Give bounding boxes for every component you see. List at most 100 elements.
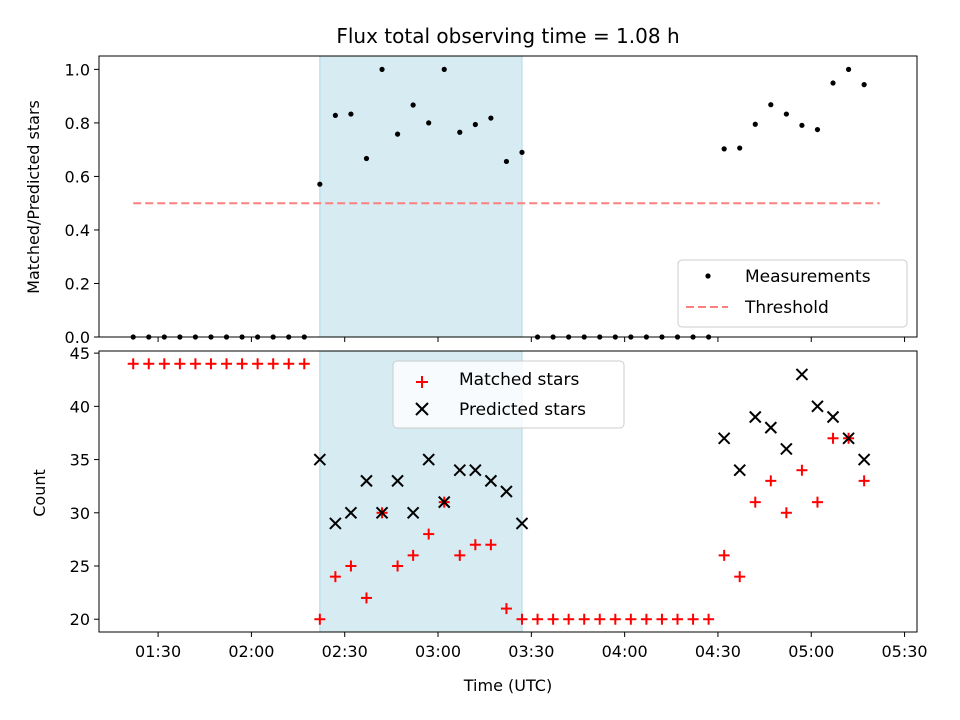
top-y-tick-label: 0.2 [65, 274, 90, 293]
bottom-axes-frame [98, 350, 918, 633]
matched-star-point [594, 613, 606, 625]
matched-star-point [532, 613, 544, 625]
x-tick-label: 05:00 [788, 642, 834, 661]
matched-star-point [252, 358, 264, 370]
predicted-star-point [717, 432, 731, 445]
top-y-ticks: 0.0 0.2 0.4 0.6 0.8 1.0 [65, 60, 99, 347]
measurement-point [332, 112, 338, 119]
matched-star-point [360, 592, 372, 604]
measurement-point [814, 126, 821, 133]
measurement-point [503, 158, 510, 165]
measurement-point [783, 111, 789, 117]
bottom-y-tick-label: 40 [70, 397, 90, 416]
top-legend-box [677, 259, 908, 328]
top-legend: Measurements Threshold [677, 259, 908, 328]
matched-star-point [656, 613, 668, 625]
predicted-star-point [749, 410, 762, 424]
matched-star-point [811, 496, 823, 508]
predicted-star-point [453, 464, 466, 477]
matched-star-point [189, 358, 201, 370]
predicted-star-point [422, 453, 435, 466]
top-axes-frame [98, 55, 918, 338]
x-tick-label: 04:00 [602, 642, 648, 661]
measurement-point [472, 121, 478, 128]
matched-star-point [547, 613, 559, 625]
matched-star-point [765, 475, 777, 487]
matched-star-point [298, 358, 310, 370]
matched-star-point [780, 507, 792, 519]
x-tick-label: 02:30 [322, 642, 368, 661]
top-y-tick-label: 0.6 [65, 167, 90, 186]
matched-star-point [640, 613, 652, 625]
predicted-star-point [780, 442, 793, 456]
matched-star-point [609, 613, 621, 625]
measurement-point [410, 102, 416, 108]
matched-star-point [749, 496, 761, 508]
matched-star-point [578, 613, 590, 625]
legend-measurements-label: Measurements [745, 267, 871, 287]
x-tick-label: 01:30 [135, 642, 181, 661]
bottom-y-tick-label: 30 [70, 504, 90, 523]
measurement-point [363, 155, 370, 162]
matched-star-point [858, 475, 870, 487]
predicted-star-point [469, 464, 482, 477]
top-y-tick-label: 0.4 [65, 221, 90, 240]
measurement-point [488, 115, 494, 121]
matched-star-point [469, 539, 481, 551]
predicted-star-point [811, 400, 824, 413]
bottom-legend-box [392, 360, 625, 429]
predicted-star-point [764, 421, 778, 434]
top-shaded-span [319, 55, 523, 338]
bottom-panel: 20 25 30 35 40 45 01:30 02:00 02:30 03:00 03:30 04… [30, 344, 928, 695]
matched-star-point [407, 549, 419, 561]
matched-star-point [500, 603, 512, 615]
matched-star-point [283, 358, 295, 370]
matched-star-point [796, 464, 808, 476]
measurement-point [861, 82, 867, 88]
top-y-axis-label: Matched/Predicted stars [24, 100, 43, 294]
matched-star-point [485, 539, 497, 551]
matched-star-point [236, 358, 248, 370]
measurement-point [394, 131, 401, 137]
x-tick-label: 03:30 [508, 642, 554, 661]
matched-star-point [314, 613, 326, 625]
matched-star-point [329, 571, 341, 583]
bottom-y-ticks: 20 25 30 35 40 45 [70, 344, 99, 629]
bottom-y-tick-label: 25 [70, 557, 90, 576]
matched-star-point [127, 358, 139, 370]
measurement-point [317, 181, 323, 187]
predicted-star-point [313, 453, 327, 466]
matched-star-point [158, 358, 170, 370]
measurement-point [426, 120, 432, 126]
legend-matched-marker [416, 376, 428, 388]
measurement-point [830, 80, 836, 86]
top-y-tick-label: 1.0 [65, 60, 90, 79]
measurement-point [441, 66, 447, 72]
predicted-star-point [857, 453, 871, 466]
measurement-point [799, 122, 805, 128]
bottom-x-ticks: 01:30 02:00 02:30 03:00 03:30 04:00 04:30 05:00… [135, 632, 928, 661]
matched-star-point [516, 613, 528, 625]
matched-star-point [687, 613, 699, 625]
top-panel: 0.0 0.2 0.4 0.6 0.8 1.0 Flux total observing … [24, 24, 918, 347]
top-y-tick-label: 0.8 [65, 114, 90, 133]
predicted-star-point [842, 432, 855, 445]
matched-star-point [454, 549, 466, 561]
x-tick-label: 03:00 [415, 642, 461, 661]
predicted-star-point [733, 464, 746, 477]
measurement-point [519, 149, 525, 155]
predicted-star-point [484, 474, 498, 488]
legend-matched-label: Matched stars [459, 370, 579, 390]
matched-star-point [345, 560, 357, 572]
predicted-star-point [360, 474, 373, 488]
measurement-point [752, 121, 758, 127]
legend-predicted-marker [415, 402, 429, 416]
measurement-point [379, 66, 385, 72]
measurement-point [721, 146, 727, 152]
x-tick-label: 05:30 [882, 642, 928, 661]
bottom-y-tick-label: 20 [70, 610, 90, 629]
count-points [127, 358, 871, 625]
predicted-star-point [826, 410, 840, 424]
predicted-star-point [500, 485, 513, 498]
